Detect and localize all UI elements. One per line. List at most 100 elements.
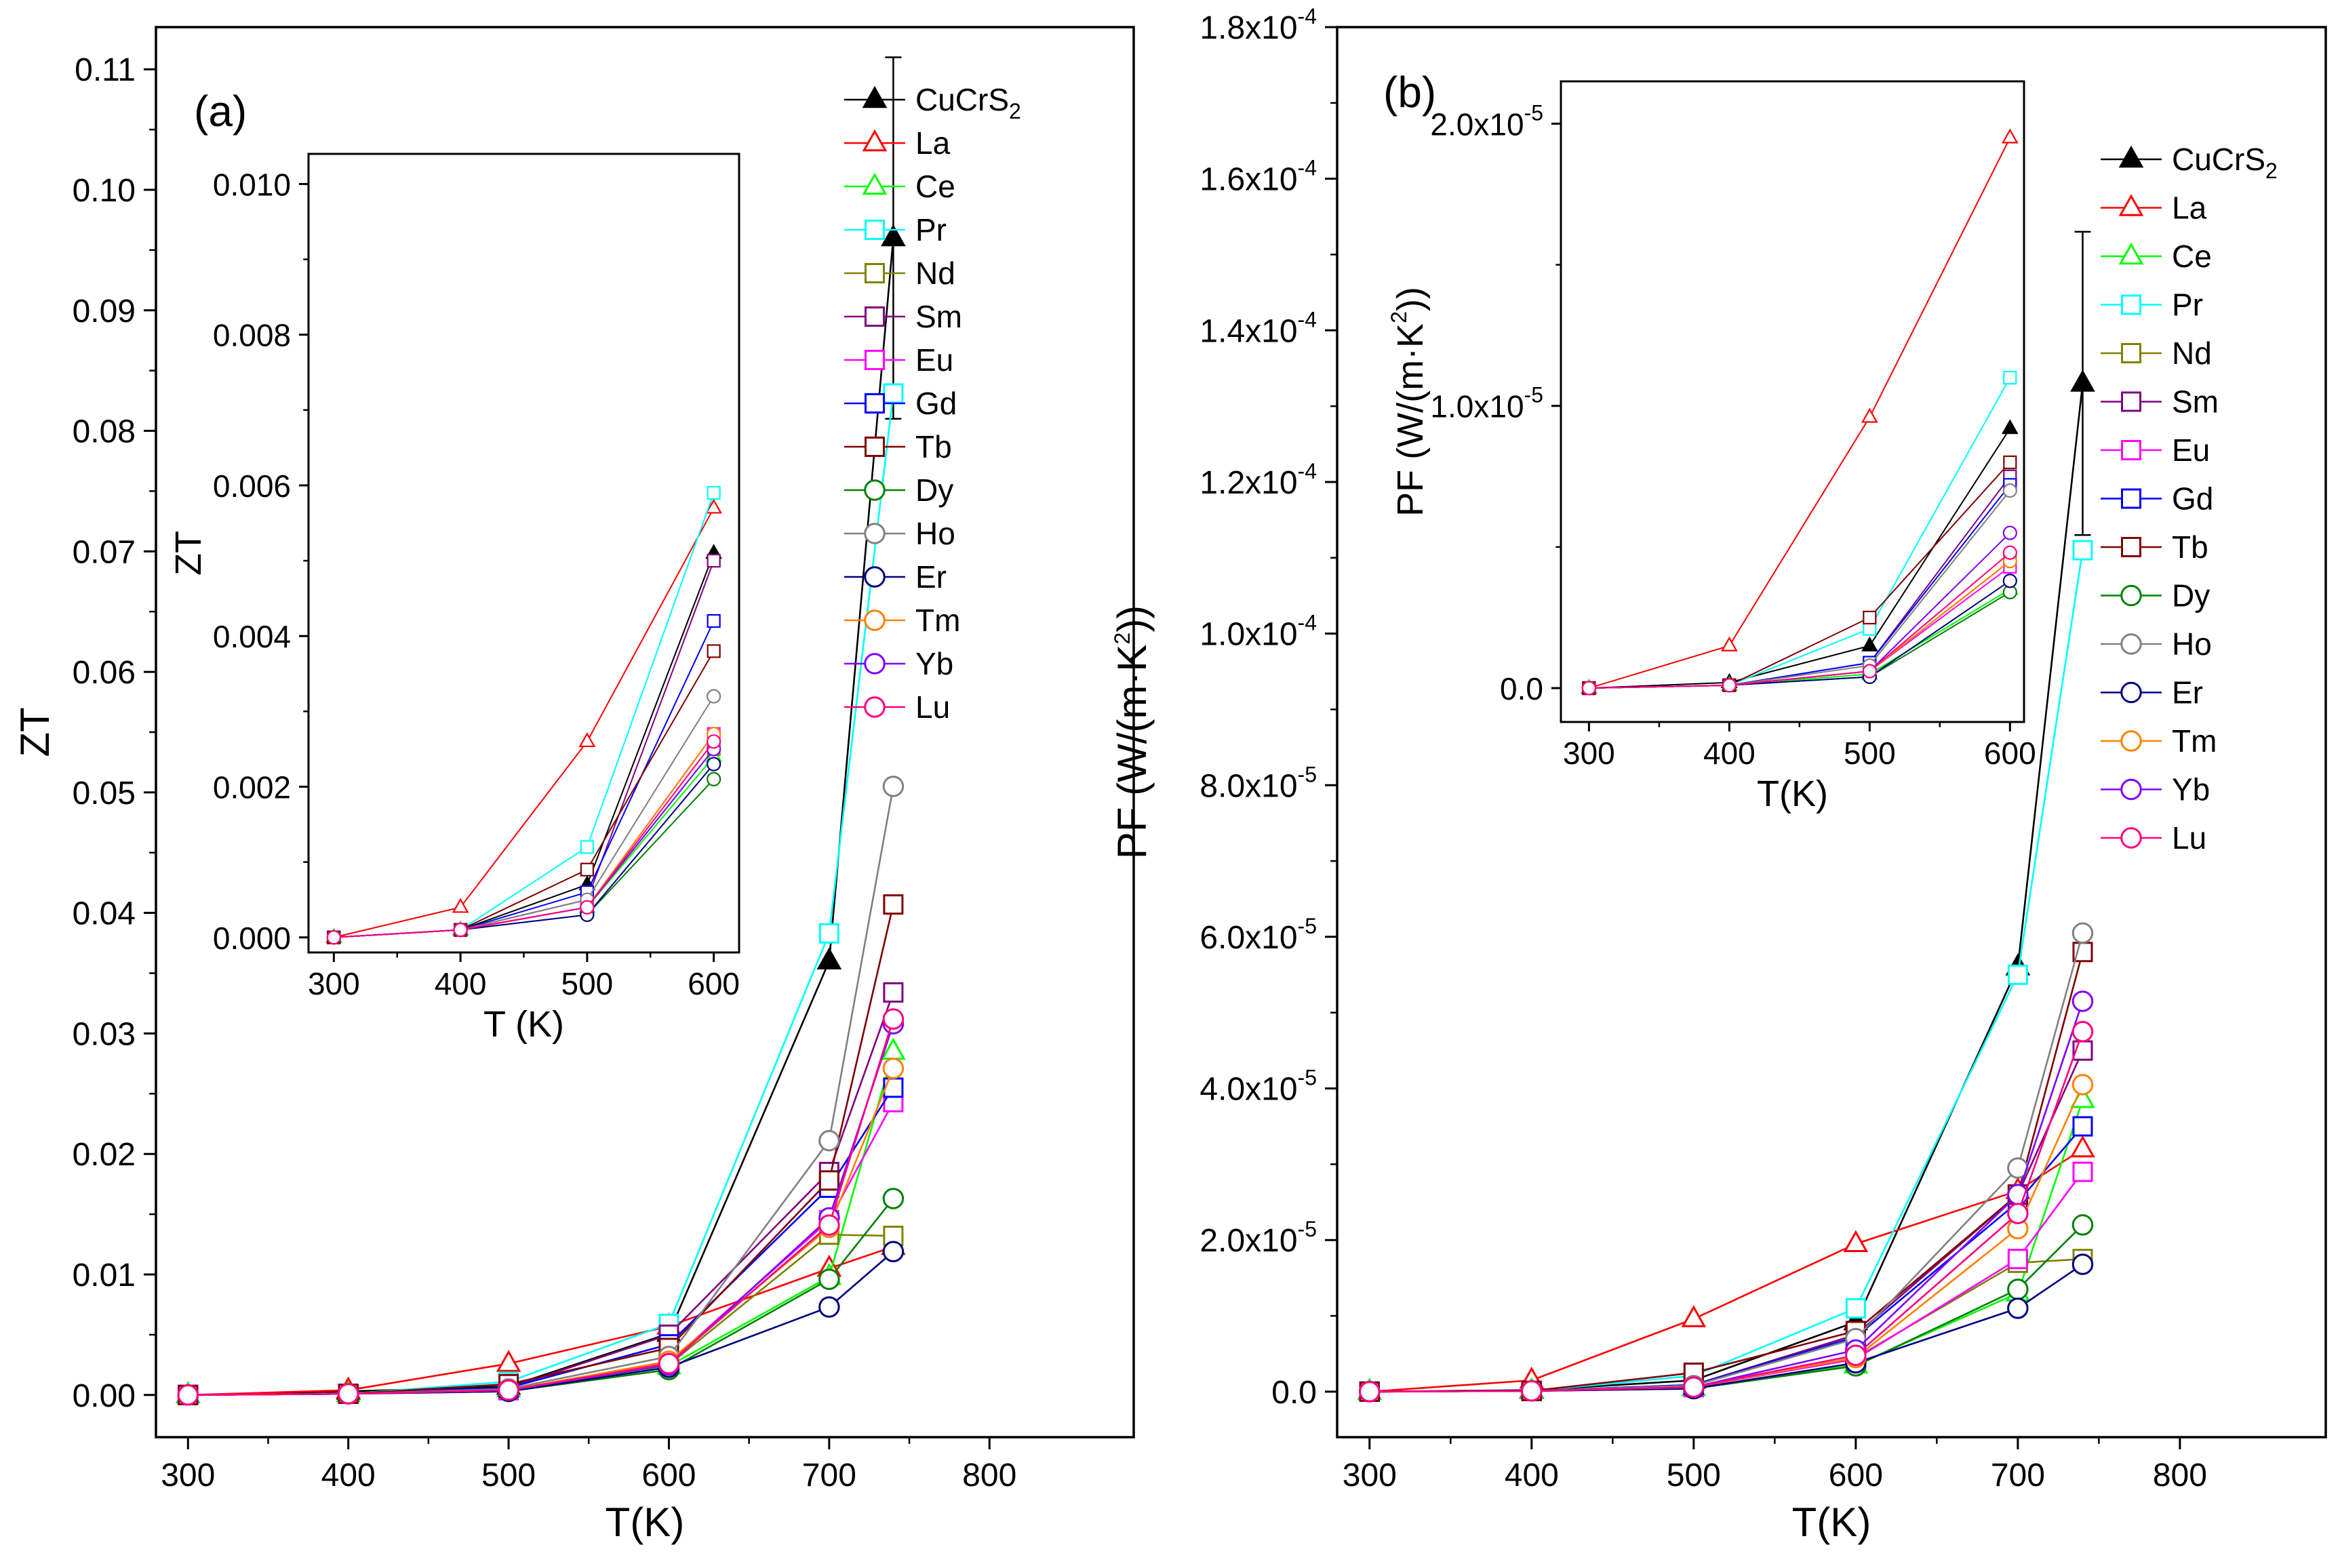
exponent: -4 [1298, 611, 1317, 635]
panel-a-inset-point-la [578, 732, 596, 748]
panel-a-legend-label: CuCrS2 [915, 82, 1021, 123]
panel-b-point-lu [2007, 1203, 2029, 1224]
panel-b-series-tm [1359, 1074, 2094, 1403]
panel-b-legend-entry-ce: Ce [2101, 239, 2212, 274]
panel-a-inset-ytick-label: 0.004 [213, 619, 291, 654]
panel-b-ytick-label: 1.2x10-4 [1199, 459, 1317, 501]
panel-a-series-sm [178, 982, 904, 1405]
panel-a-legend-marker [862, 129, 888, 152]
panel-a-ytick-label: 0.11 [75, 52, 136, 88]
panel-a-legend-entry-tb: Tb [844, 429, 952, 464]
panel-a-ytick-label: 0.08 [73, 414, 136, 450]
panel-a-ytick-label: 0.00 [73, 1378, 136, 1414]
panel-a-inset-xtick-label: 300 [308, 966, 360, 1001]
panel-b-inset-series-la [1581, 128, 2019, 694]
panel-a-line-tb [188, 904, 894, 1396]
panel-a-inset-background [309, 154, 739, 952]
panel-a-inset-point-tb [707, 644, 721, 658]
panel-b-legend-label: Eu [2172, 433, 2210, 468]
panel-b-legend-entry-ho: Ho [2101, 626, 2212, 662]
panel-b-point-lu [2071, 1020, 2094, 1043]
panel-b-xtick-label: 600 [1829, 1458, 1883, 1493]
panel-b-inset-point-la [1720, 636, 1738, 651]
panel-a-inset-x-axis-title: T (K) [483, 1004, 564, 1045]
panel-a-legend-marker [864, 696, 886, 718]
panel-a-x-axis-title: T(K) [606, 1500, 685, 1545]
panel-b-inset-series-lu [1581, 545, 2017, 696]
panel-a-legend-entry-sm: Sm [844, 299, 962, 334]
panel-a-inset-xtick-label: 500 [561, 966, 614, 1001]
panel-b-point-tm [2071, 1074, 2094, 1095]
panel-a-legend-label: La [915, 125, 951, 161]
panel-b-xtick-label: 500 [1667, 1458, 1721, 1493]
ylabel-end: )) [1390, 287, 1431, 311]
panel-a-legend-marker [864, 479, 886, 501]
panel-a-inset-point-lu [326, 930, 341, 945]
panel-b-ytick-label: 0.0 [1271, 1375, 1317, 1411]
panel-b-point-pr [2072, 540, 2093, 561]
panel-a-point-dy [882, 1188, 905, 1209]
panel-b-point-yb [2071, 990, 2094, 1012]
panel-a-line-tm [188, 1068, 894, 1396]
panel-a-series-er [177, 1241, 905, 1406]
panel-b-point-lu [1521, 1380, 1543, 1402]
exponent: -5 [1298, 762, 1317, 786]
panel-a-line-er [188, 1251, 894, 1396]
panel-b-legend-label: Nd [2172, 336, 2212, 371]
panel-a-legend-label: Tm [915, 603, 960, 638]
panel-b-point-pr [2007, 964, 2028, 985]
panel-b-point-gd [2072, 1116, 2093, 1137]
panel-b-line-sm [1369, 1050, 2084, 1393]
panel-a-inset-point-pr [580, 840, 594, 854]
panel-b-legend-label: Lu [2172, 820, 2206, 856]
panel-a-line-yb [188, 1023, 894, 1396]
panel-b-inset-point-pr [1863, 622, 1877, 636]
panel-a-point-lu [337, 1383, 359, 1405]
panel-b-legend-marker [2121, 537, 2141, 557]
panel-a-legend-label: Pr [915, 212, 947, 247]
panel-b-line-la [1369, 1148, 2084, 1393]
panel-b-point-la [1681, 1305, 1707, 1327]
panel-b-inset-x-axis-title: T(K) [1757, 773, 1828, 814]
panel-b-inset-point-ho [2002, 483, 2017, 498]
panel-a-ytick-label: 0.03 [73, 1016, 136, 1052]
panel-b-inset-point-lu [1581, 681, 1596, 696]
panel-b-inset-frame [1560, 80, 2025, 723]
panel-a-legend-entry-lu: Lu [844, 689, 950, 725]
panel-a-legend-marker [865, 437, 885, 457]
panel-a-point-cucrs2 [881, 224, 906, 247]
panel-b-legend-label: Gd [2172, 481, 2213, 517]
panel-b-point-cucrs2 [2070, 369, 2095, 392]
panel-b-inset-xtick-label: 300 [1563, 736, 1615, 771]
panel-b-legend-marker [2121, 391, 2141, 412]
panel-b-inset-ytick-label: 1.0x10-5 [1430, 383, 1543, 424]
panel-a-legend-marker [865, 220, 885, 240]
exponent: -4 [1298, 4, 1317, 28]
panel-b-inset-xtick-label: 500 [1844, 736, 1896, 771]
panel-a-line-gd [188, 1087, 894, 1396]
panel-a-inset-xtick-label: 400 [435, 966, 487, 1001]
panel-b-inset-ytick-label: 2.0x10-5 [1430, 100, 1543, 142]
panel-b-legend-label: Tm [2172, 723, 2217, 759]
panel-b-x-axis-title: T(K) [1792, 1500, 1871, 1545]
panel-b-legend-entry-nd: Nd [2101, 336, 2212, 371]
panel-b-legend-entry-cucrs2: CuCrS2 [2101, 142, 2278, 183]
legend-subscript: 2 [2265, 159, 2278, 183]
panel-a-legend-marker [862, 172, 888, 195]
panel-a-legend-marker [864, 523, 886, 544]
panel-a-inset-line-lu [334, 741, 715, 938]
panel-b-line-gd [1369, 1125, 2084, 1393]
panel-b-ytick-label: 1.6x10-4 [1199, 156, 1317, 198]
panel-b-inset-y-axis-title: PF (W/(m·K2)) [1387, 287, 1431, 517]
panel-a-point-gd [883, 1077, 904, 1098]
panel-a-inset-ytick-label: 0.008 [213, 318, 291, 353]
panel-a-legend-label: Eu [915, 342, 953, 378]
panel-a-legend-entry-tm: Tm [844, 603, 960, 638]
panel-a-xtick-label: 700 [802, 1458, 856, 1493]
panel-b-series-la [1357, 1135, 2095, 1401]
panel-b-legend-entry-sm: Sm [2101, 384, 2219, 420]
panel-b-series-tb [1359, 942, 2093, 1402]
panel-a-legend-entry-ho: Ho [844, 516, 955, 551]
panel-a-xtick-label: 300 [161, 1458, 215, 1493]
